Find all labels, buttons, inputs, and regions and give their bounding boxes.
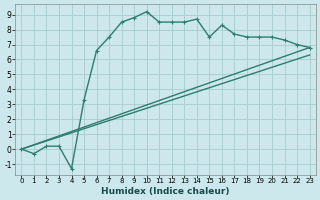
X-axis label: Humidex (Indice chaleur): Humidex (Indice chaleur) (101, 187, 230, 196)
